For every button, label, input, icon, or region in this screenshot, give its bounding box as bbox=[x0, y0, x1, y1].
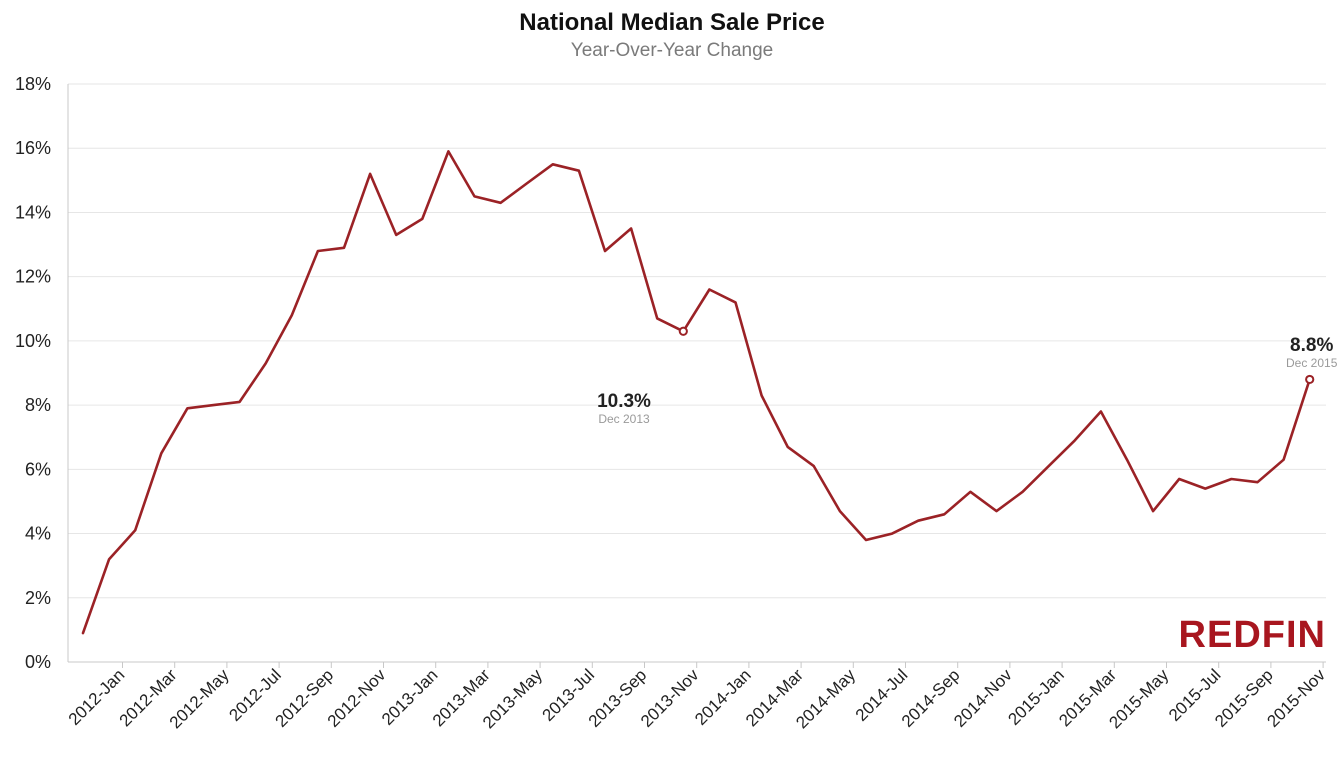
annotations-group: 10.3%Dec 2013 8.8%Dec 2015 bbox=[597, 326, 1338, 426]
y-tick-label: 10% bbox=[15, 331, 51, 351]
annotation-value: 10.3% bbox=[597, 391, 651, 412]
y-axis-ticks: 0% 2% 4% 6% 8% 10% 12% 14% 16% 18% bbox=[15, 74, 51, 672]
y-tick-label: 6% bbox=[25, 459, 51, 479]
y-tick-label: 0% bbox=[25, 652, 51, 672]
y-tick-label: 12% bbox=[15, 267, 51, 287]
y-tick-label: 4% bbox=[25, 524, 51, 544]
x-tick-label: 2013-Nov bbox=[637, 665, 703, 731]
x-tick-label: 2015-Nov bbox=[1263, 665, 1329, 731]
grid-lines bbox=[68, 83, 1326, 599]
axes bbox=[67, 84, 1326, 663]
x-tick-label: 2014-Nov bbox=[950, 665, 1016, 731]
y-tick-label: 18% bbox=[15, 74, 51, 94]
redfin-logo: REDFIN bbox=[1179, 614, 1326, 656]
y-tick-label: 16% bbox=[15, 138, 51, 158]
series-group bbox=[81, 150, 1311, 635]
annotation-value: 8.8% bbox=[1290, 335, 1333, 356]
chart-subtitle: Year-Over-Year Change bbox=[570, 40, 774, 61]
series-line bbox=[81, 150, 1311, 635]
x-tick-label: 2012-Nov bbox=[324, 665, 390, 731]
annotation-marker bbox=[678, 326, 688, 336]
x-axis-ticks: 2012-Jan2012-Mar2012-May2012-Jul2012-Sep… bbox=[65, 662, 1329, 732]
y-tick-label: 2% bbox=[25, 588, 51, 608]
chart-title: National Median Sale Price bbox=[519, 9, 825, 36]
annotation-date: Dec 2015 bbox=[1286, 356, 1338, 370]
annotation-date: Dec 2013 bbox=[598, 412, 650, 426]
y-tick-label: 8% bbox=[25, 395, 51, 415]
annotation-marker bbox=[1305, 374, 1315, 385]
y-tick-label: 14% bbox=[15, 202, 51, 222]
